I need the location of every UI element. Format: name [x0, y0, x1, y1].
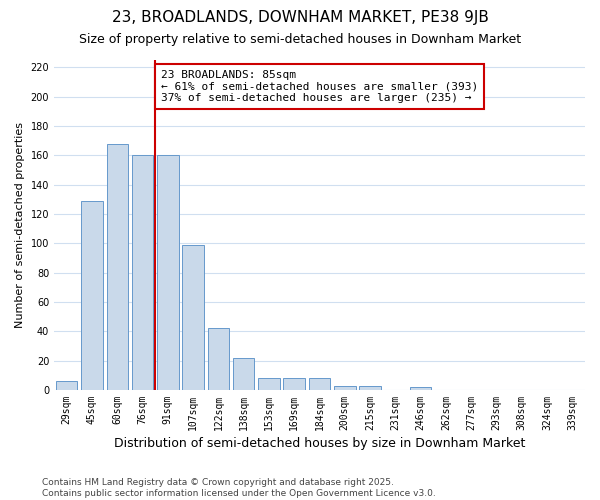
Bar: [157, 156, 179, 390]
Bar: [233, 358, 254, 390]
Text: 23 BROADLANDS: 85sqm
← 61% of semi-detached houses are smaller (393)
37% of semi: 23 BROADLANDS: 85sqm ← 61% of semi-detac…: [161, 70, 478, 103]
Y-axis label: Number of semi-detached properties: Number of semi-detached properties: [15, 122, 25, 328]
Bar: [208, 328, 229, 390]
Bar: [81, 201, 103, 390]
Bar: [182, 245, 204, 390]
Text: Contains HM Land Registry data © Crown copyright and database right 2025.
Contai: Contains HM Land Registry data © Crown c…: [42, 478, 436, 498]
Text: 23, BROADLANDS, DOWNHAM MARKET, PE38 9JB: 23, BROADLANDS, DOWNHAM MARKET, PE38 9JB: [112, 10, 488, 25]
Bar: [107, 144, 128, 390]
Bar: [410, 387, 431, 390]
Text: Size of property relative to semi-detached houses in Downham Market: Size of property relative to semi-detach…: [79, 32, 521, 46]
Bar: [359, 386, 381, 390]
Bar: [309, 378, 330, 390]
X-axis label: Distribution of semi-detached houses by size in Downham Market: Distribution of semi-detached houses by …: [114, 437, 525, 450]
Bar: [283, 378, 305, 390]
Bar: [132, 156, 153, 390]
Bar: [258, 378, 280, 390]
Bar: [334, 386, 356, 390]
Bar: [56, 381, 77, 390]
